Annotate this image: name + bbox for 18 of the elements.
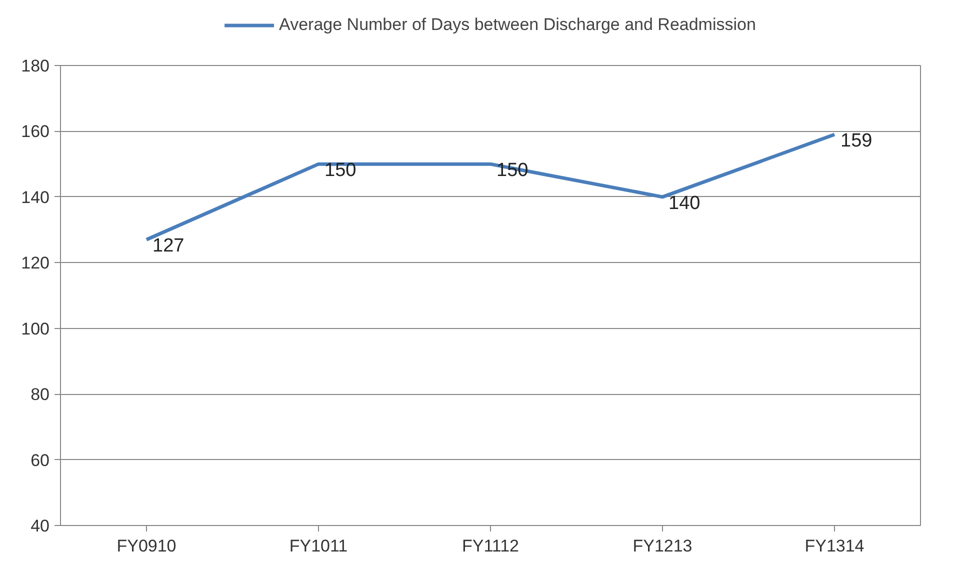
x-tick-label: FY1213: [632, 536, 692, 556]
y-tick-label: 60: [30, 450, 50, 470]
y-tick-label: 120: [21, 254, 50, 273]
x-tick-label: FY1314: [804, 536, 864, 556]
data-label: 150: [324, 160, 356, 182]
y-tick-label: 180: [21, 56, 50, 76]
y-tick-label: 40: [30, 516, 50, 536]
data-label: 159: [840, 130, 872, 152]
y-tick-label: 80: [30, 385, 50, 404]
x-tick-label: FY0910: [116, 536, 176, 556]
y-tick-label: 160: [21, 122, 50, 142]
data-label: 140: [668, 192, 700, 214]
x-tick-label: FY1112: [462, 536, 520, 556]
y-tick-label: 140: [21, 188, 50, 207]
data-label: 127: [152, 236, 184, 257]
y-tick-label: 100: [21, 319, 50, 338]
x-tick-label: FY1011: [289, 536, 348, 556]
legend-label: Average Number of Days between Discharge and Readmission: [279, 15, 756, 35]
